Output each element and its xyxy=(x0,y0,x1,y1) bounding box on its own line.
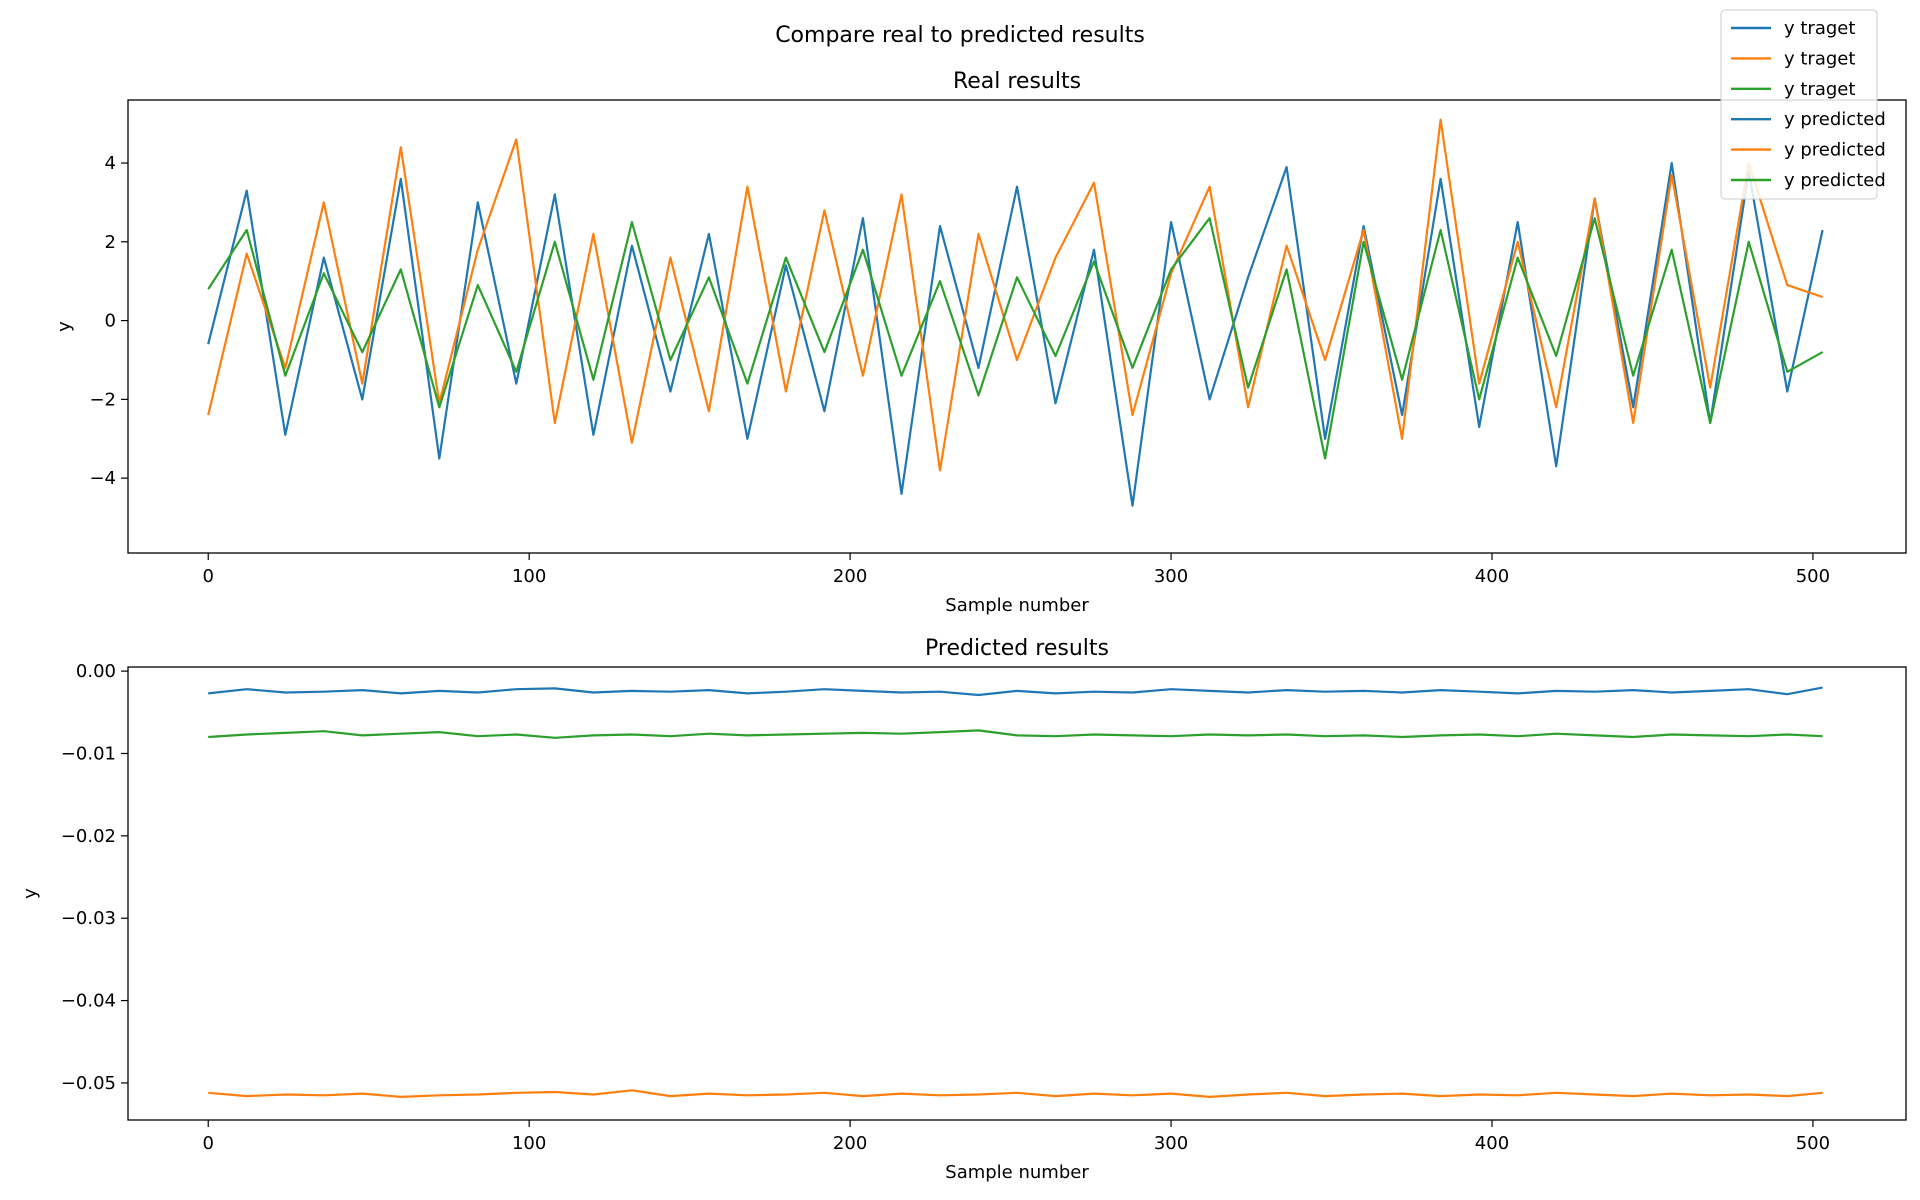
predicted-results-ytick-label: −0.05 xyxy=(61,1073,116,1094)
real-results-ylabel: y xyxy=(54,321,75,332)
legend-label: y predicted xyxy=(1784,170,1886,191)
predicted-results-series-2-line xyxy=(208,1089,1823,1099)
real-results-ytick-label: −4 xyxy=(89,468,116,489)
real-results-ytick-label: 0 xyxy=(105,311,116,332)
predicted-results-ytick-label: −0.01 xyxy=(61,743,116,764)
real-results-ytick-label: 4 xyxy=(105,153,116,174)
predicted-results-ytick-label: −0.03 xyxy=(61,908,116,929)
predicted-results-series xyxy=(208,686,1823,1099)
legend-label: y predicted xyxy=(1784,109,1886,130)
predicted-results-xtick-label: 500 xyxy=(1796,1133,1830,1154)
real-results-series-1-line xyxy=(207,161,1824,507)
real-results-ytick-label: −2 xyxy=(89,389,116,410)
real-results-axes: Real results Sample number y 0 100 200 300 4… xyxy=(54,69,1907,616)
legend-label: y traget xyxy=(1784,48,1855,69)
predicted-results-ylabel: y xyxy=(20,888,41,899)
real-results-xtick-label: 100 xyxy=(512,566,546,587)
predicted-results-yticks: 0.00 −0.01 −0.02 −0.03 −0.04 −0.05 xyxy=(61,661,128,1094)
predicted-results-xtick-label: 200 xyxy=(833,1133,867,1154)
predicted-results-series-3-line xyxy=(208,729,1823,739)
real-results-series-2-line xyxy=(207,118,1823,472)
real-results-series-3-line xyxy=(207,217,1824,460)
legend-label: y traget xyxy=(1784,18,1855,39)
predicted-results-series-1-line xyxy=(208,686,1823,697)
predicted-results-xtick-label: 400 xyxy=(1475,1133,1509,1154)
real-results-frame xyxy=(127,99,1907,554)
predicted-results-ytick-label: 0.00 xyxy=(76,661,116,682)
legend-label: y traget xyxy=(1784,79,1855,100)
real-results-yticks: 4 2 0 −2 −4 xyxy=(89,153,128,489)
real-results-title: Real results xyxy=(953,69,1081,94)
real-results-xtick-label: 200 xyxy=(833,566,867,587)
legend: y traget y traget y traget y predicted y pre… xyxy=(1720,9,1886,200)
predicted-results-xtick-label: 100 xyxy=(512,1133,546,1154)
predicted-results-xtick-label: 0 xyxy=(203,1133,214,1154)
predicted-results-frame xyxy=(127,666,1907,1121)
predicted-results-axes: Predicted results Sample number y 0 100 20… xyxy=(20,636,1907,1183)
real-results-series xyxy=(207,118,1824,507)
predicted-results-title: Predicted results xyxy=(925,636,1109,661)
predicted-results-xlabel: Sample number xyxy=(945,1162,1089,1183)
figure-suptitle: Compare real to predicted results xyxy=(775,23,1145,48)
real-results-xtick-label: 500 xyxy=(1796,566,1830,587)
legend-label: y predicted xyxy=(1784,140,1886,161)
predicted-results-ytick-label: −0.04 xyxy=(61,991,116,1012)
real-results-ytick-label: 2 xyxy=(105,232,116,253)
real-results-xlabel: Sample number xyxy=(945,595,1089,616)
real-results-xtick-label: 300 xyxy=(1154,566,1188,587)
real-results-xtick-label: 400 xyxy=(1475,566,1509,587)
predicted-results-ytick-label: −0.02 xyxy=(61,826,116,847)
real-results-xtick-label: 0 xyxy=(203,566,214,587)
real-results-xticks: 0 100 200 300 400 500 xyxy=(203,553,1830,587)
predicted-results-xticks: 0 100 200 300 400 500 xyxy=(203,1120,1830,1154)
predicted-results-xtick-label: 300 xyxy=(1154,1133,1188,1154)
